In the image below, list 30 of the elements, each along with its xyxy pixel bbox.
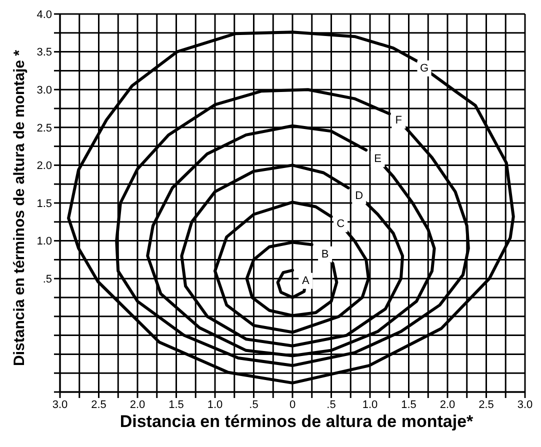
y-tick-label: 3.5 [36,46,52,59]
y-tick-label: 1.5 [36,198,52,210]
x-axis-title: Distancia en términos de altura de montaje* [118,412,474,432]
y-axis-title: Distancia en términos de altura de montaje * [10,50,28,366]
x-tick-label: .5 [249,398,258,411]
x-tick-label: 2.0 [440,398,456,411]
x-tick-label: 1.5 [168,398,184,411]
x-tick-label: 3.0 [52,398,68,411]
series-label: C [336,218,345,230]
series-label: D [355,190,364,202]
x-tick-label: 1.0 [362,398,378,411]
x-tick-label: 1.5 [401,398,416,411]
y-tick-label: 1.0 [36,236,52,248]
x-tick-label: 3.0 [517,398,533,411]
y-tick-label: 2.0 [36,160,52,172]
series-label: G [420,62,429,74]
series-label: E [374,153,382,166]
y-tick-label: 4.0 [36,8,52,21]
y-tick-label: 2.5 [36,122,52,134]
x-tick-label: 0 [289,398,296,411]
x-tick-label: 2.5 [91,398,106,411]
x-tick-label: 2.5 [478,398,494,411]
x-tick-label: 2.0 [130,398,146,411]
y-tick-label: 3.0 [36,84,52,97]
x-tick-label: .5 [326,398,336,411]
y-tick-label: .5 [42,274,52,286]
series-label: A [302,274,310,287]
series-label: F [395,114,402,127]
series-label: B [321,248,329,260]
x-tick-label: 1.0 [207,398,223,411]
